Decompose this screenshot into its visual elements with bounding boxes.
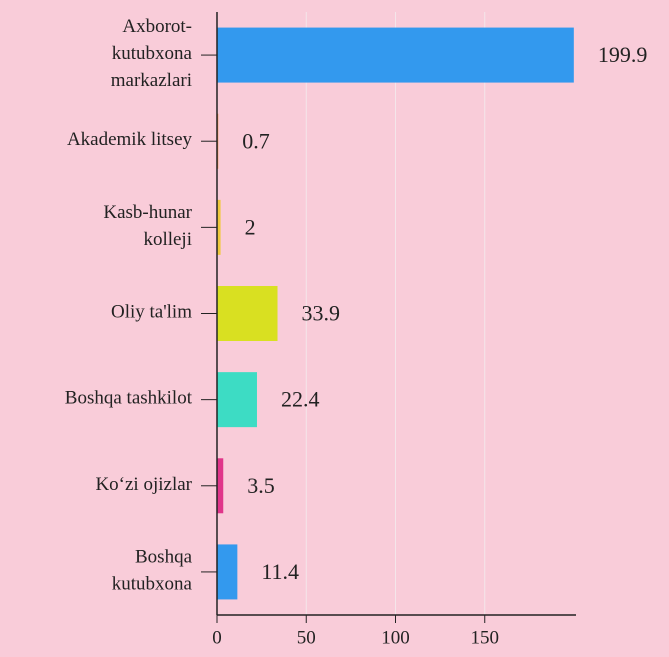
value-label: 2	[245, 214, 256, 239]
y-tick-label: Akademik litsey	[67, 130, 193, 151]
y-tick-label: Kasb-hunar kolleji	[103, 202, 192, 250]
x-tick-label: 100	[381, 627, 410, 648]
y-tick-label-line: kutubxona	[112, 574, 193, 595]
y-tick-label-line: markazlari	[111, 70, 192, 91]
value-label: 3.5	[247, 473, 275, 498]
y-tick-label-line: Ko‘zi ojizlar	[95, 474, 192, 495]
x-tick-label: 150	[471, 627, 500, 648]
y-tick-label-line: kutubxona	[112, 43, 193, 64]
bar	[217, 544, 238, 600]
bar	[217, 27, 574, 83]
y-tick-label-line: Boshqa tashkilot	[65, 388, 193, 409]
value-label: 22.4	[281, 387, 320, 412]
x-tick-label: 50	[297, 627, 316, 648]
y-tick-label-line: Boshqa	[135, 547, 193, 568]
value-label: 33.9	[302, 301, 341, 326]
value-label: 0.7	[242, 128, 270, 153]
y-tick-label: Ko‘zi ojizlar	[95, 474, 192, 495]
y-tick-label-line: Kasb-hunar	[103, 202, 192, 223]
value-label: 11.4	[261, 559, 299, 584]
bar	[217, 372, 257, 428]
bar	[217, 458, 224, 514]
y-tick-label-line: Oliy ta'lim	[111, 302, 192, 323]
y-tick-label: Boshqa kutubxona	[112, 547, 193, 595]
bar	[217, 286, 278, 341]
y-tick-label-line: kolleji	[143, 229, 192, 250]
x-tick-label: 0	[212, 627, 222, 648]
bar	[217, 199, 221, 255]
y-tick-label: Boshqa tashkilot	[65, 388, 193, 409]
value-label: 199.9	[598, 42, 648, 67]
y-tick-label: Axborot-kutubxona markazlari	[111, 16, 193, 91]
y-tick-label-line: Akademik litsey	[67, 130, 193, 151]
y-tick-label: Oliy ta'lim	[111, 302, 192, 323]
y-tick-label-line: Axborot-	[122, 16, 192, 37]
